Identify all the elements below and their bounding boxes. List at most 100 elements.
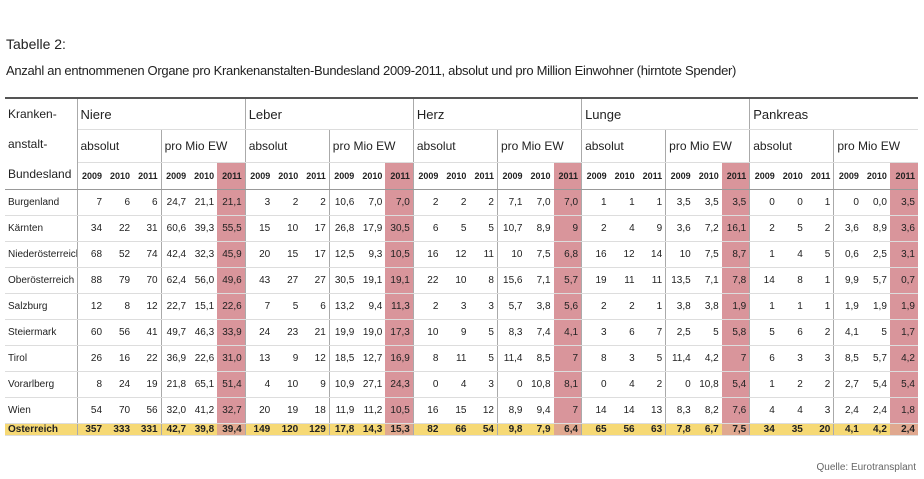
cell: 12 — [77, 293, 106, 320]
cell: 5,4 — [889, 371, 918, 398]
cell: 4,2 — [861, 423, 890, 436]
cell: 4,1 — [553, 319, 582, 346]
cell: 0 — [777, 189, 806, 216]
cell: 18,5 — [328, 345, 358, 372]
cell: 41,2 — [189, 397, 218, 424]
cell: 12 — [301, 345, 330, 372]
cell: 5 — [273, 293, 302, 320]
cell: 5,7 — [861, 267, 890, 294]
cell: 5 — [805, 241, 834, 268]
cell: 0 — [412, 371, 442, 398]
cell: 6 — [105, 189, 134, 216]
cell: 2 — [637, 371, 666, 398]
cell: 13 — [244, 345, 274, 372]
cell: 7,5 — [693, 241, 722, 268]
cell: 9,4 — [525, 397, 554, 424]
year-header: 2010 — [609, 162, 638, 190]
first-header: Kranken-anstalt- Bundesland — [5, 98, 78, 190]
cell: 1 — [749, 371, 778, 398]
cell: 7,1 — [525, 267, 554, 294]
cell: 2,5 — [665, 319, 694, 346]
year-header: 2009 — [581, 162, 610, 190]
cell: 3,6 — [665, 215, 694, 242]
cell: 2 — [469, 189, 498, 216]
cell: 0 — [833, 189, 862, 216]
cell: 15,3 — [385, 423, 414, 436]
cell: 11,4 — [665, 345, 694, 372]
cell: 7,0 — [553, 189, 582, 216]
cell: 54 — [469, 423, 498, 436]
cell: 15,1 — [189, 293, 218, 320]
cell: 12 — [609, 241, 638, 268]
cell: 2 — [777, 371, 806, 398]
cell: 39,8 — [189, 423, 218, 436]
cell: 15 — [273, 241, 302, 268]
year-header: 2010 — [441, 162, 470, 190]
cell: 7 — [77, 189, 106, 216]
cell: 19 — [581, 267, 610, 294]
subheader: pro Mio EW — [496, 129, 582, 163]
cell: 10,7 — [496, 215, 526, 242]
cell: 6,7 — [693, 423, 722, 436]
cell: 33,9 — [217, 319, 246, 346]
cell: 17,8 — [328, 423, 358, 436]
cell: 8,3 — [665, 397, 694, 424]
cell: 10,9 — [328, 371, 358, 398]
year-row: 2009 2010 2011 2009 2010 2011 2009 2010 2011 2009… — [5, 162, 918, 190]
cell: 7,6 — [721, 397, 750, 424]
cell: 3,5 — [721, 189, 750, 216]
cell: 0 — [581, 371, 610, 398]
cell: 26 — [77, 345, 106, 372]
cell: 2 — [581, 293, 610, 320]
cell: 55,5 — [217, 215, 246, 242]
cell: 32,7 — [217, 397, 246, 424]
first-header-line: anstalt- — [8, 137, 48, 151]
organ-table: Kranken-anstalt- Bundesland Niere Leber Herz… — [5, 97, 918, 436]
year-header: 2009 — [665, 162, 694, 190]
cell: 0,7 — [889, 267, 918, 294]
cell: 1 — [609, 189, 638, 216]
row-name: Salzburg — [5, 293, 78, 320]
cell: 66 — [441, 423, 470, 436]
cell: 2 — [609, 293, 638, 320]
cell: 23 — [273, 319, 302, 346]
cell: 2 — [805, 215, 834, 242]
cell: 1 — [805, 189, 834, 216]
cell: 5,8 — [721, 319, 750, 346]
subheader: absolut — [77, 129, 162, 163]
subheader: pro Mio EW — [160, 129, 246, 163]
cell: 22,6 — [189, 345, 218, 372]
year-header: 2011 — [133, 162, 162, 190]
cell: 5 — [693, 319, 722, 346]
year-header: 2009 — [244, 162, 274, 190]
row-name: Tirol — [5, 345, 78, 372]
cell: 60 — [77, 319, 106, 346]
cell: 3 — [244, 189, 274, 216]
cell: 8,3 — [496, 319, 526, 346]
cell: 5 — [441, 215, 470, 242]
cell: 7 — [244, 293, 274, 320]
cell: 9 — [273, 345, 302, 372]
cell: 22 — [133, 345, 162, 372]
cell: 3 — [805, 345, 834, 372]
cell: 2 — [805, 319, 834, 346]
cell: 7 — [553, 397, 582, 424]
cell: 14 — [581, 397, 610, 424]
cell: 19,1 — [385, 267, 414, 294]
cell: 30,5 — [385, 215, 414, 242]
cell: 3,6 — [833, 215, 862, 242]
cell: 5 — [777, 215, 806, 242]
cell: 10 — [412, 319, 442, 346]
cell: 82 — [412, 423, 442, 436]
cell: 3,5 — [889, 189, 918, 216]
cell: 19,9 — [328, 319, 358, 346]
cell: 7 — [721, 345, 750, 372]
cell: 56 — [609, 423, 638, 436]
year-header: 2009 — [412, 162, 442, 190]
cell: 8 — [581, 345, 610, 372]
subheader-row: absolut pro Mio EW absolut pro Mio EW absolu… — [5, 129, 918, 163]
table-title: Anzahl an entnommenen Organe pro Kranken… — [6, 63, 737, 78]
cell: 6 — [609, 319, 638, 346]
cell: 36,9 — [160, 345, 190, 372]
cell: 4 — [777, 397, 806, 424]
